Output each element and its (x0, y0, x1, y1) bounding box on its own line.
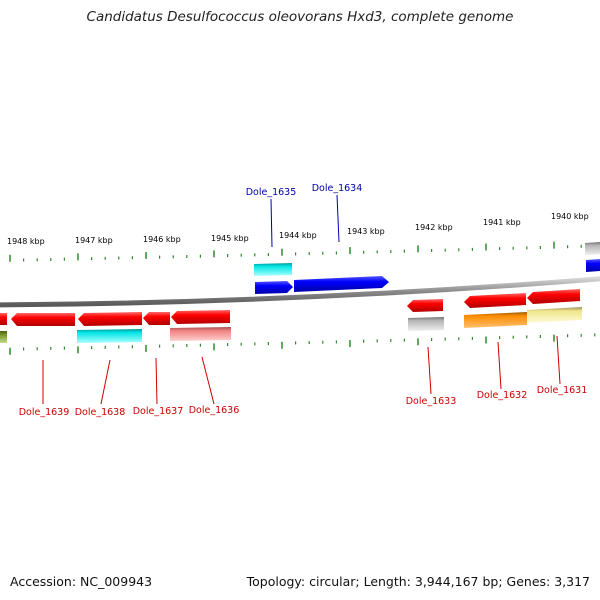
gene-dole-1637[interactable] (143, 312, 170, 325)
scale-label: 1941 kbp (483, 218, 521, 227)
scale-label: 1948 kbp (7, 237, 45, 246)
gene-dole-1633[interactable] (407, 299, 443, 312)
leader-line-dole-1636 (201, 356, 215, 405)
genome-summary-text: Topology: circular; Length: 3,944,167 bp… (246, 574, 590, 589)
scale-labels: 1948 kbp 1947 kbp 1946 kbp 1945 kbp 1944… (7, 212, 589, 246)
leader-line-dole-1634 (336, 194, 340, 243)
scale-ticks-bottom (9, 333, 596, 355)
leader-line-dole-1632 (497, 341, 502, 390)
map-title: Candidatus Desulfococcus oleovorans Hxd3… (86, 9, 514, 25)
gene-dole-1636[interactable] (171, 310, 230, 324)
gene-label-dole-1635[interactable]: Dole_1635 (246, 187, 297, 198)
gene-dole-1634[interactable] (294, 276, 389, 292)
scale-label: 1940 kbp (551, 212, 589, 221)
leader-line-dole-1635 (270, 198, 273, 248)
reverse-leader-lines (42, 335, 561, 405)
gene-label-dole-1636[interactable]: Dole_1636 (189, 405, 240, 416)
gene-dole-1632[interactable] (464, 293, 526, 308)
gene-edge-right[interactable] (586, 259, 600, 272)
cog-box-dole-1631 (527, 307, 582, 323)
gene-dole-1635[interactable] (255, 281, 293, 294)
gene-label-dole-1638[interactable]: Dole_1638 (75, 407, 126, 418)
gene-label-dole-1639[interactable]: Dole_1639 (19, 407, 70, 418)
gene-label-dole-1633[interactable]: Dole_1633 (406, 396, 457, 407)
cog-box-dole-1636 (170, 327, 231, 341)
scale-label: 1944 kbp (279, 231, 317, 240)
forward-leader-lines (270, 194, 340, 248)
gene-edge-left[interactable] (0, 313, 7, 325)
gene-label-dole-1631[interactable]: Dole_1631 (537, 385, 588, 396)
gene-dole-1631[interactable] (527, 289, 580, 304)
leader-line-dole-1637 (155, 357, 158, 405)
gene-label-dole-1632[interactable]: Dole_1632 (477, 390, 528, 401)
gene-dole-1638[interactable] (78, 312, 142, 326)
cog-box-edge-right (585, 242, 600, 255)
cog-box-dole-1633 (408, 317, 444, 331)
gene-dole-1639[interactable] (11, 313, 75, 326)
cog-box-edge-left (0, 331, 7, 343)
scale-label: 1947 kbp (75, 236, 113, 245)
leader-line-dole-1638 (100, 359, 111, 405)
cog-box-dole-1635 (254, 263, 292, 276)
scale-label: 1945 kbp (211, 234, 249, 243)
scale-label: 1942 kbp (415, 223, 453, 232)
scale-label: 1943 kbp (347, 227, 385, 236)
cog-box-dole-1638 (77, 329, 142, 343)
leader-line-dole-1633 (427, 346, 432, 395)
accession-text: Accession: NC_009943 (10, 574, 153, 589)
gene-label-dole-1634[interactable]: Dole_1634 (312, 183, 363, 194)
leader-line-dole-1631 (556, 335, 561, 385)
gene-label-dole-1637[interactable]: Dole_1637 (133, 406, 184, 417)
genome-backbone (0, 276, 600, 308)
cog-box-dole-1632 (464, 312, 527, 328)
scale-label: 1946 kbp (143, 235, 181, 244)
scale-ticks-top (9, 241, 596, 262)
